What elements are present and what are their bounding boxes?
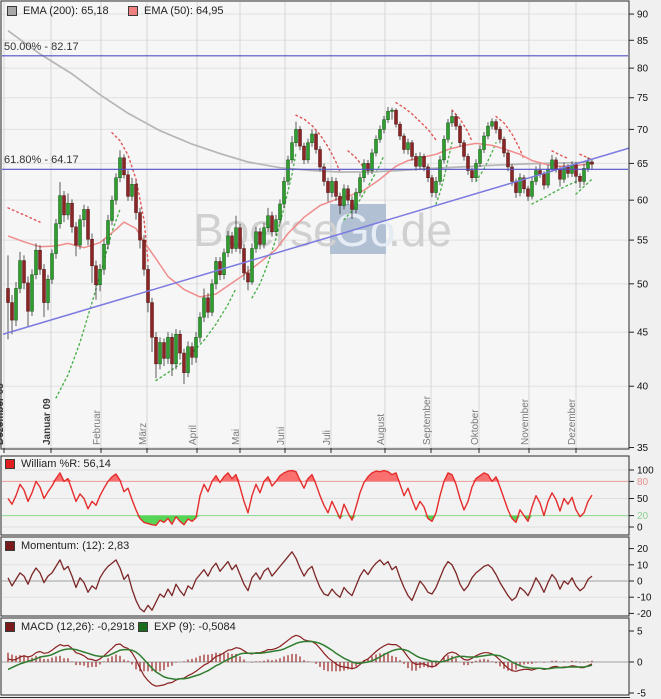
ema200-label: EMA (200): 65,18: [23, 5, 109, 17]
watermark-text: Go: [334, 204, 395, 256]
macd-histogram: [7, 652, 593, 672]
legend-item-ema50: EMA (50): 64,95: [128, 5, 224, 17]
month-label: September: [422, 396, 433, 445]
fib-label-61-8pct: 61.80% - 64.17: [4, 154, 79, 166]
y-tick-label: 40: [637, 382, 649, 393]
watermark-text: Boerse: [193, 204, 339, 256]
y-tick-label: 55: [637, 236, 649, 247]
ema50-swatch: [128, 6, 138, 16]
month-label: Dezember: [567, 398, 578, 445]
month-label: Juni: [276, 426, 287, 445]
y-tick-label: 35: [637, 443, 649, 454]
momentum-panel: 20 10 0 -10 -20: [0, 536, 652, 618]
month-label: Mai: [231, 428, 242, 445]
fib-label-50pct: 50.00% - 82.17: [4, 41, 79, 53]
y-tick-label: -20: [637, 609, 652, 618]
y-tick-label: 100: [637, 466, 654, 477]
legend-item-williams: William %R: 56,14: [5, 458, 111, 470]
y-tick-label: 50: [637, 279, 649, 290]
exp-swatch: [138, 622, 148, 632]
y-tick-label: 20: [637, 511, 649, 522]
ema200-swatch: [7, 6, 17, 16]
y-tick-label: 80: [637, 477, 649, 488]
y-tick-label: 0: [637, 523, 643, 534]
y-tick-label: 10: [637, 560, 649, 571]
y-tick-label: 90: [637, 10, 649, 21]
month-label: Juli: [322, 429, 333, 445]
y-tick-label: -10: [637, 593, 652, 604]
y-tick-label: 65: [637, 159, 649, 170]
legend-item-ema200: EMA (200): 65,18: [7, 5, 109, 17]
month-label: Januar 09: [42, 398, 53, 445]
month-label: August: [376, 413, 387, 445]
next-panel-top-edge: [0, 697, 630, 699]
y-tick-label: 75: [637, 93, 649, 104]
watermark-text: .de: [388, 204, 452, 256]
month-label: April: [188, 424, 199, 445]
momentum-label: Momentum: (12): 2,83: [21, 540, 130, 552]
legend-item-exp: EXP (9): -0,5084: [138, 621, 236, 633]
month-label: November: [520, 398, 531, 445]
y-tick-label: 45: [637, 328, 649, 339]
month-label: Februar: [92, 409, 103, 445]
y-tick-label: 80: [637, 64, 649, 75]
momentum-swatch: [5, 541, 15, 551]
legend-item-momentum: Momentum: (12): 2,83: [5, 540, 129, 552]
williams-label: William %R: 56,14: [21, 458, 111, 470]
exp-label: EXP (9): -0,5084: [154, 621, 236, 633]
y-tick-label: 70: [637, 125, 649, 136]
macd-label: MACD (12,26): -0,2918: [21, 621, 135, 633]
y-tick-label: 5: [637, 627, 643, 638]
williams-swatch: [5, 459, 15, 469]
y-tick-label: 50: [637, 494, 649, 505]
legend-item-macd: MACD (12,26): -0,2918: [5, 621, 135, 633]
macd-swatch: [5, 622, 15, 632]
month-label: März: [138, 422, 149, 445]
macd-panel: 5 0 -5: [0, 617, 646, 699]
y-tick-label: 85: [637, 36, 649, 47]
y-tick-label: 0: [637, 658, 643, 669]
y-tick-label: 20: [637, 544, 649, 555]
month-label: Oktober: [470, 409, 481, 445]
ema50-label: EMA (50): 64,95: [144, 5, 224, 17]
y-tick-label: 60: [637, 196, 649, 207]
y-tick-label: -5: [637, 689, 646, 699]
candles: [6, 107, 594, 384]
month-label: Dezember 08: [0, 383, 6, 445]
y-tick-label: 0: [637, 577, 643, 588]
